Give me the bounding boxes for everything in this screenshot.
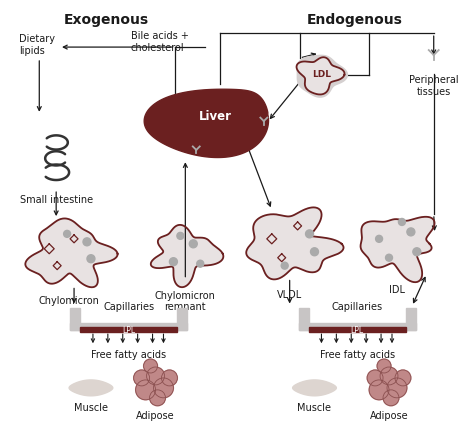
Text: LPL: LPL (122, 326, 135, 335)
FancyBboxPatch shape (406, 309, 416, 331)
Polygon shape (246, 208, 344, 280)
Text: IDL: IDL (389, 284, 405, 294)
Polygon shape (69, 380, 113, 396)
Circle shape (154, 378, 173, 398)
Circle shape (189, 240, 197, 248)
Circle shape (380, 367, 398, 385)
Circle shape (177, 233, 184, 240)
Circle shape (375, 236, 383, 243)
Text: Peripheral
tissues: Peripheral tissues (409, 75, 458, 96)
Circle shape (310, 248, 319, 256)
Polygon shape (297, 56, 347, 98)
Text: Chylomicron
remnant: Chylomicron remnant (155, 290, 216, 311)
Text: Adipose: Adipose (370, 410, 408, 420)
Circle shape (83, 238, 91, 246)
Polygon shape (151, 225, 223, 288)
Text: Muscle: Muscle (74, 402, 108, 412)
Text: VLDL: VLDL (277, 289, 302, 299)
Text: LPL: LPL (351, 326, 364, 335)
Text: Muscle: Muscle (298, 402, 331, 412)
Text: Free fatty acids: Free fatty acids (319, 349, 395, 359)
Circle shape (369, 380, 389, 400)
FancyBboxPatch shape (299, 309, 309, 331)
Text: Free fatty acids: Free fatty acids (91, 349, 166, 359)
Circle shape (407, 228, 415, 237)
Text: Small intestine: Small intestine (19, 195, 93, 205)
Circle shape (281, 263, 288, 270)
Text: Liver: Liver (199, 110, 232, 123)
Circle shape (377, 359, 391, 373)
Polygon shape (361, 217, 435, 283)
Circle shape (64, 231, 71, 238)
FancyBboxPatch shape (80, 328, 177, 332)
FancyBboxPatch shape (70, 323, 187, 331)
Circle shape (399, 219, 405, 226)
Text: Dietary
lipids: Dietary lipids (19, 34, 55, 55)
Circle shape (87, 255, 95, 263)
Circle shape (146, 367, 164, 385)
FancyBboxPatch shape (70, 309, 80, 331)
Text: LDL: LDL (312, 70, 331, 79)
Circle shape (306, 230, 313, 238)
FancyBboxPatch shape (299, 323, 416, 331)
Circle shape (144, 359, 157, 373)
FancyBboxPatch shape (177, 309, 187, 331)
Circle shape (395, 370, 411, 386)
Text: Adipose: Adipose (136, 410, 175, 420)
Polygon shape (297, 58, 345, 95)
Circle shape (387, 378, 407, 398)
Polygon shape (25, 219, 118, 288)
Circle shape (136, 380, 155, 400)
Circle shape (367, 370, 383, 386)
Circle shape (150, 390, 165, 406)
Circle shape (197, 261, 204, 267)
Text: Exogenous: Exogenous (64, 13, 148, 27)
Circle shape (162, 370, 177, 386)
Text: Endogenous: Endogenous (306, 13, 402, 27)
Text: Bile acids +
cholesterol: Bile acids + cholesterol (131, 31, 189, 52)
Circle shape (134, 370, 150, 386)
FancyBboxPatch shape (309, 328, 406, 332)
Circle shape (169, 258, 177, 266)
Circle shape (383, 390, 399, 406)
Polygon shape (144, 90, 268, 158)
Text: Capillaries: Capillaries (332, 302, 383, 312)
Circle shape (413, 248, 421, 256)
Text: Chylomicron: Chylomicron (39, 296, 100, 306)
Circle shape (385, 255, 392, 261)
Text: Capillaries: Capillaries (103, 302, 154, 312)
Polygon shape (292, 380, 337, 396)
